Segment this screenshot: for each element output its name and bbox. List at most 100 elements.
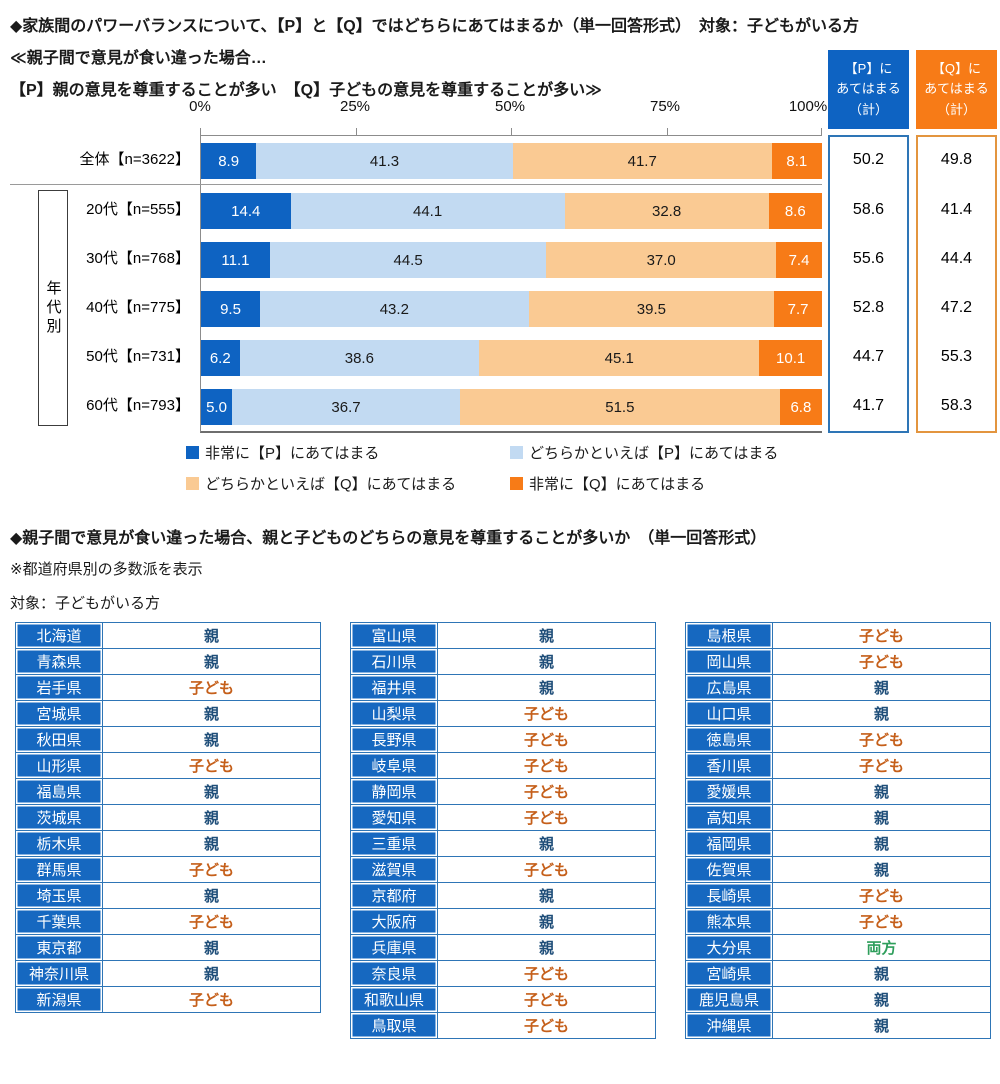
pref-row: 宮崎県親 [685,960,991,987]
bar-value-label: 14.4 [231,202,261,220]
bar-row: 11.1 44.5 37.0 7.4 [201,242,822,278]
pref-row: 山梨県 子ども [350,700,656,727]
bar-segment: 36.7 [232,389,460,425]
pref-name-cell: 東京都 [15,934,103,961]
pref-row: 栃木県親 [15,830,321,857]
pref-row: 広島県親 [685,674,991,701]
q-total-value: 58.3 [940,397,973,414]
section2-title: ◆親子間で意見が食い違った場合、親と子どものどちらの意見を尊重することが多いか … [10,530,767,547]
pref-row: 青森県親 [15,648,321,675]
bar-value-label: 7.7 [787,300,809,318]
axis-tick [200,128,201,135]
p-total-value: 58.6 [852,201,885,218]
pref-answer-cell: 子ども [437,856,656,883]
pref-answer-cell: 親 [772,804,991,831]
category-label: 40代【n=775】 [86,299,190,316]
legend-swatch-light-blue-icon [510,446,523,459]
pref-answer-cell: 子ども [437,752,656,779]
pref-answer-cell: 親 [102,778,321,805]
pref-answer-cell: 子ども [772,908,991,935]
subtitle-line-1: ≪親子間で意見が食い違った場合… [10,50,267,67]
pref-row: 富山県親 [350,622,656,649]
bar-segment: 43.2 [260,291,529,327]
pref-answer-cell: 子ども [437,1012,656,1039]
bar-value-label: 38.6 [344,349,374,367]
bar-segment: 8.6 [768,193,822,229]
bar-value-label: 44.1 [412,202,443,220]
main-title: ◆家族間のパワーバランスについて、【P】と【Q】ではどちらにあてはまるか（単一回… [10,18,860,35]
legend-item-1: 非常に【P】にあてはまる [186,442,510,463]
total-group-separator-line [10,184,822,185]
pref-name-cell: 岡山県 [685,648,773,675]
bar-value-label: 8.6 [784,202,806,220]
pref-row: 奈良県 子ども [350,960,656,987]
pref-row: 石川県親 [350,648,656,675]
q-total-header: 【Q】に あてはまる （計） [916,50,997,129]
pref-row: 埼玉県親 [15,882,321,909]
pref-answer-cell: 子ども [772,882,991,909]
pref-name-cell: 山口県 [685,700,773,727]
pref-name-cell: 群馬県 [15,856,103,883]
pref-answer-cell: 親 [772,674,991,701]
category-label: 全体【n=3622】 [79,151,190,168]
pref-row: 東京都親 [15,934,321,961]
bar-row: 14.4 44.1 32.8 8.6 [201,193,822,229]
pref-answer-cell: 親 [102,934,321,961]
pref-row: 山形県 子ども [15,752,321,779]
pref-answer-cell: 子ども [437,960,656,987]
bar-value-label: 6.2 [209,349,231,367]
pref-answer-cell: 子ども [437,726,656,753]
pref-name-cell: 岐阜県 [350,752,438,779]
bar-segment: 32.8 [564,193,769,229]
axis-tick [355,128,357,135]
pref-row: 長崎県 子ども [685,882,991,909]
pref-row: 沖縄県親 [685,1012,991,1039]
pref-name-cell: 新潟県 [15,986,103,1013]
pref-name-cell: 山梨県 [350,700,438,727]
pref-answer-cell: 親 [772,1012,991,1039]
bar-segment: 45.1 [479,340,760,376]
pref-answer-cell: 親 [102,726,321,753]
bar-value-label: 6.8 [790,398,812,416]
pref-answer-cell: 子ども [437,700,656,727]
pref-row: 静岡県 子ども [350,778,656,805]
legend-swatch-dark-blue-icon [186,446,199,459]
pref-name-cell: 福井県 [350,674,438,701]
pref-row: 福島県親 [15,778,321,805]
bar-segment: 11.1 [201,242,270,278]
pref-answer-cell: 親 [102,700,321,727]
pref-answer-cell: 子ども [102,674,321,701]
category-label: 60代【n=793】 [86,397,190,414]
pref-answer-cell: 親 [437,648,656,675]
axis-tick-label-75: 75% [649,98,681,115]
pref-name-cell: 熊本県 [685,908,773,935]
bar-row: 8.9 41.3 41.7 8.1 [201,143,822,179]
pref-answer-cell: 親 [437,908,656,935]
pref-name-cell: 静岡県 [350,778,438,805]
pref-row: 愛知県 子ども [350,804,656,831]
bar-segment: 7.7 [774,291,822,327]
pref-answer-cell: 子ども [772,622,991,649]
category-label: 30代【n=768】 [86,250,190,267]
pref-name-cell: 島根県 [685,622,773,649]
pref-name-cell: 青森県 [15,648,103,675]
q-total-value: 55.3 [940,348,973,365]
legend-swatch-dark-orange-icon [510,477,523,490]
bar-segment: 8.9 [201,143,257,179]
bar-value-label: 37.0 [646,251,676,269]
bar-value-label: 10.1 [776,349,806,367]
pref-row: 島根県 子ども [685,622,991,649]
pref-answer-cell: 子ども [437,778,656,805]
bar-row: 6.2 38.6 45.1 10.1 [201,340,822,376]
pref-answer-cell: 子ども [102,752,321,779]
pref-row: 秋田県親 [15,726,321,753]
pref-row: 岩手県 子ども [15,674,321,701]
legend-label-4: 非常に【Q】にあてはまる [529,476,706,493]
pref-name-cell: 秋田県 [15,726,103,753]
pref-row: 鹿児島県親 [685,986,991,1013]
pref-answer-cell: 子ども [437,986,656,1013]
pref-name-cell: 沖縄県 [685,1012,773,1039]
pref-answer-cell: 子ども [102,856,321,883]
pref-name-cell: 滋賀県 [350,856,438,883]
pref-answer-cell: 親 [102,648,321,675]
